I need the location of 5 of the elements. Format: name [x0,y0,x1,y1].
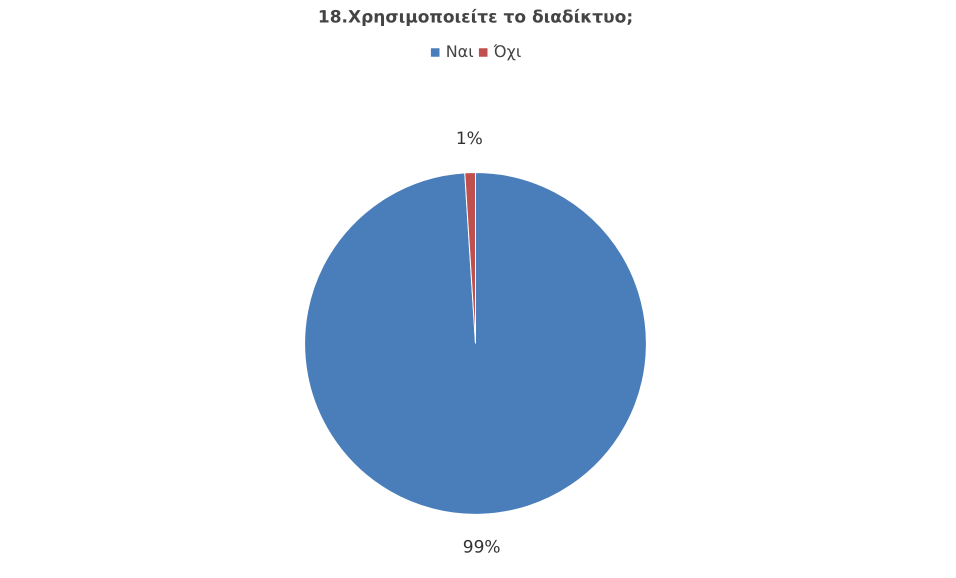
legend-label: Όχι [494,42,522,61]
data-label: 99% [462,538,501,558]
legend-label: Ναι [446,42,474,61]
data-label: 1% [456,129,483,150]
chart-title: 18.Χρησιμοποιείτε το διαδίκτυο; [318,8,634,28]
